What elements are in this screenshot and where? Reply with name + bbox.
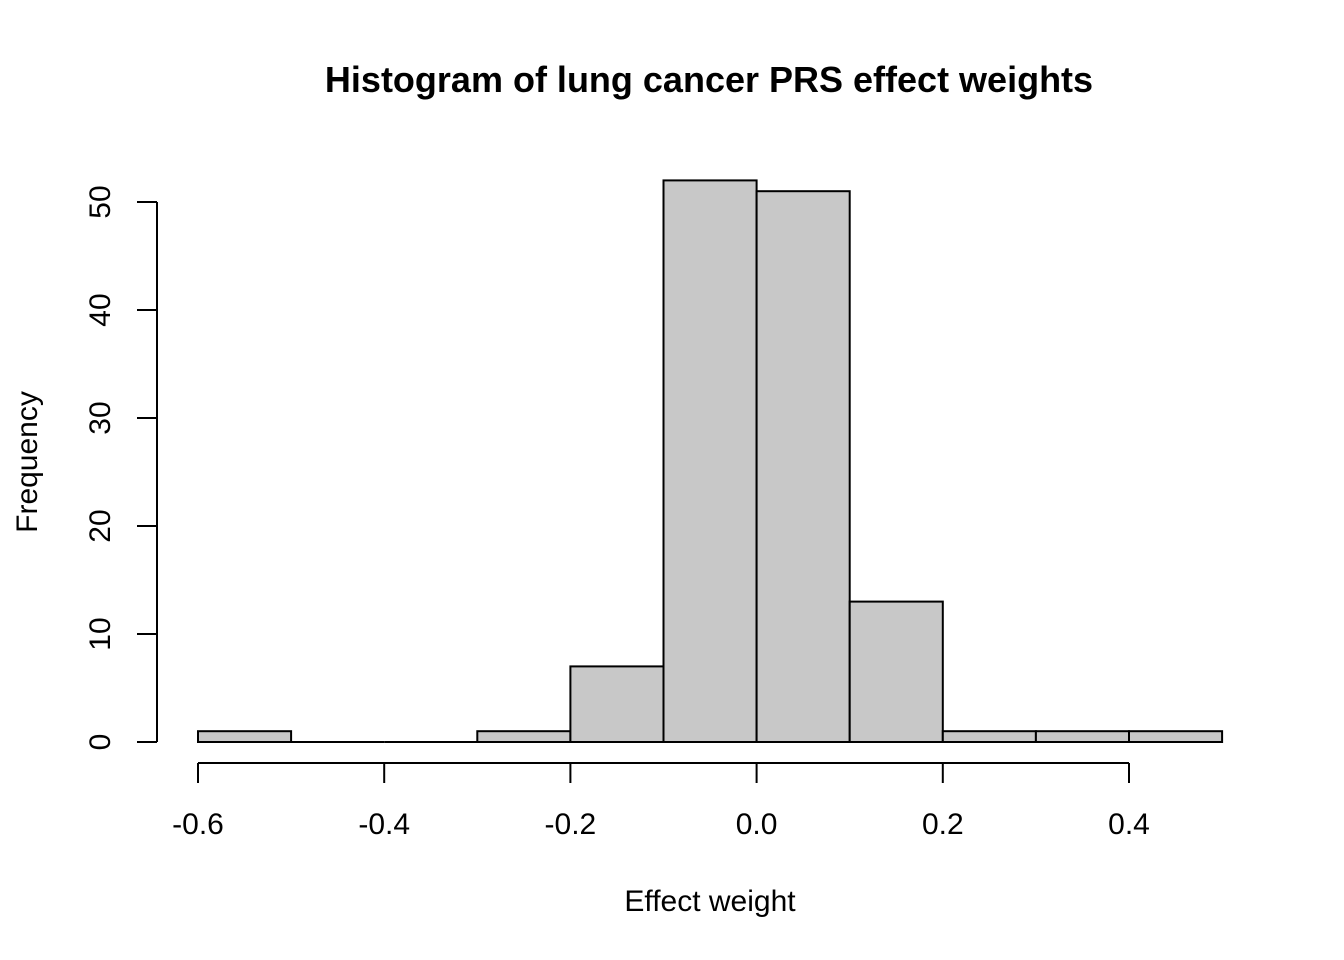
histogram-bar-7 bbox=[848, 600, 944, 743]
histogram-bar-10 bbox=[1128, 730, 1224, 744]
histogram-bar-5 bbox=[662, 179, 758, 743]
y-tick-label-1: 10 bbox=[84, 617, 117, 650]
y-axis: 0 10 20 30 40 50 bbox=[84, 185, 158, 751]
x-tick-label-4: 0.2 bbox=[922, 808, 964, 841]
x-tick-label-5: 0.4 bbox=[1108, 808, 1150, 841]
x-tick-label-3: 0.0 bbox=[736, 808, 778, 841]
histogram-bar-9 bbox=[1034, 730, 1131, 744]
histogram-bar-6 bbox=[755, 190, 851, 743]
y-tick-label-5: 50 bbox=[84, 185, 117, 218]
y-tick-label-0: 0 bbox=[84, 734, 117, 751]
y-axis-label: Frequency bbox=[11, 391, 44, 533]
histogram-bar-3 bbox=[476, 730, 572, 744]
histogram-bar-0 bbox=[197, 730, 293, 744]
x-tick-label-0: -0.6 bbox=[172, 808, 224, 841]
chart-title: Histogram of lung cancer PRS effect weig… bbox=[325, 59, 1093, 100]
x-tick-label-1: -0.4 bbox=[358, 808, 410, 841]
bars-group bbox=[197, 179, 1224, 744]
histogram-bar-8 bbox=[941, 730, 1037, 744]
histogram-bar-4 bbox=[569, 665, 665, 744]
y-tick-label-3: 30 bbox=[84, 401, 117, 434]
x-axis: -0.6 -0.4 -0.2 0.0 0.2 0.4 bbox=[172, 762, 1150, 841]
x-tick-label-2: -0.2 bbox=[545, 808, 597, 841]
x-axis-label: Effect weight bbox=[624, 885, 796, 918]
y-tick-label-2: 20 bbox=[84, 509, 117, 542]
y-tick-label-4: 40 bbox=[84, 293, 117, 326]
